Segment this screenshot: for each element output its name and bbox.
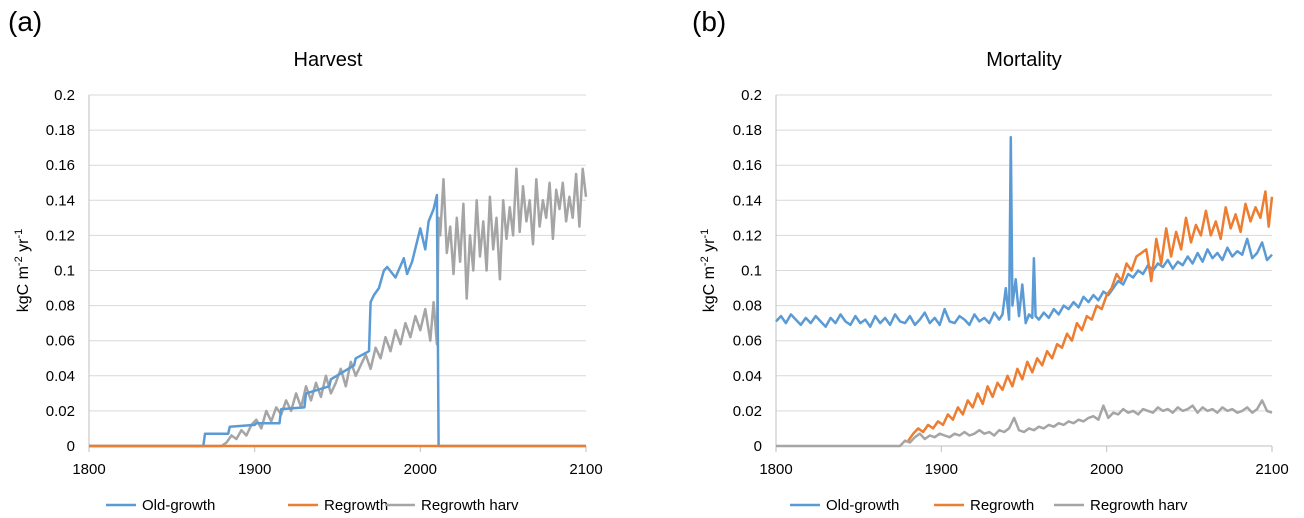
legend-label-regrowth: Regrowth	[324, 497, 388, 514]
y-tick-label: 0.06	[733, 333, 762, 350]
y-tick-label: 0.16	[46, 157, 75, 174]
y-tick-label: 0.08	[733, 298, 762, 315]
y-tick-label: 0.12	[46, 227, 75, 244]
y-tick-label: 0.2	[54, 87, 75, 104]
x-tick-label: 1900	[925, 461, 958, 478]
x-tick-label: 1800	[759, 461, 792, 478]
legend-label-regrowth: Regrowth	[970, 497, 1034, 514]
x-tick-label: 2000	[1090, 461, 1123, 478]
chart-title: Harvest	[294, 49, 363, 71]
series-line-regrowth-harv	[776, 399, 1273, 448]
y-tick-label: 0	[754, 438, 762, 455]
y-axis-label: kgC m-2 yr-1	[699, 229, 718, 313]
panel-letter-a: (a)	[8, 6, 43, 37]
y-tick-label: 0.1	[54, 263, 75, 280]
x-tick-label: 2100	[569, 461, 602, 478]
x-tick-label: 2000	[404, 461, 437, 478]
y-tick-label: 0.18	[733, 122, 762, 139]
legend-label-old-growth: Old-growth	[142, 497, 215, 514]
legend-label-regrowth-harv: Regrowth harv	[421, 497, 519, 514]
y-tick-label: 0.12	[733, 227, 762, 244]
y-tick-label: 0.04	[733, 368, 762, 385]
series-line-old-growth	[89, 193, 586, 448]
x-tick-label: 2100	[1255, 461, 1288, 478]
y-tick-label: 0.02	[733, 403, 762, 420]
chart-title: Mortality	[986, 49, 1062, 71]
legend-label-old-growth: Old-growth	[826, 497, 899, 514]
y-tick-label: 0.06	[46, 333, 75, 350]
y-tick-label: 0.08	[46, 298, 75, 315]
y-tick-label: 0.14	[46, 192, 75, 209]
y-tick-label: 0.14	[733, 192, 762, 209]
harvest-chart: Harvest 0 0.02 0.04 0.06 0.08 0.1 0.12 0.14 0.16 0…	[13, 49, 603, 514]
y-tick-label: 0.16	[733, 157, 762, 174]
panel-b: (b) Mortality 0 0.02 0.04 0.06 0.08 0.1 0.12 0.1…	[652, 0, 1304, 518]
y-tick-label: 0.04	[46, 368, 75, 385]
y-tick-label: 0.1	[741, 263, 762, 280]
mortality-chart: Mortality 0 0.02 0.04 0.06 0.08 0.1 0.12 0.14 0.1…	[699, 49, 1289, 514]
series-line-regrowth-harv	[89, 167, 588, 448]
x-tick-label: 1800	[72, 461, 105, 478]
y-tick-label: 0.18	[46, 122, 75, 139]
y-axis-label: kgC m-2 yr-1	[13, 229, 32, 313]
series-line-old-growth	[775, 135, 1273, 328]
legend-label-regrowth-harv: Regrowth harv	[1090, 497, 1188, 514]
y-tick-label: 0.2	[741, 87, 762, 104]
series-line-regrowth	[907, 190, 1274, 442]
x-tick-label: 1900	[238, 461, 271, 478]
panel-letter-b: (b)	[692, 6, 727, 37]
y-tick-label: 0.02	[46, 403, 75, 420]
y-tick-label: 0	[67, 438, 75, 455]
panel-a: (a) Harvest 0 0.02 0.04 0.06 0.08 0.1 0.12 0.14 0…	[8, 6, 603, 514]
